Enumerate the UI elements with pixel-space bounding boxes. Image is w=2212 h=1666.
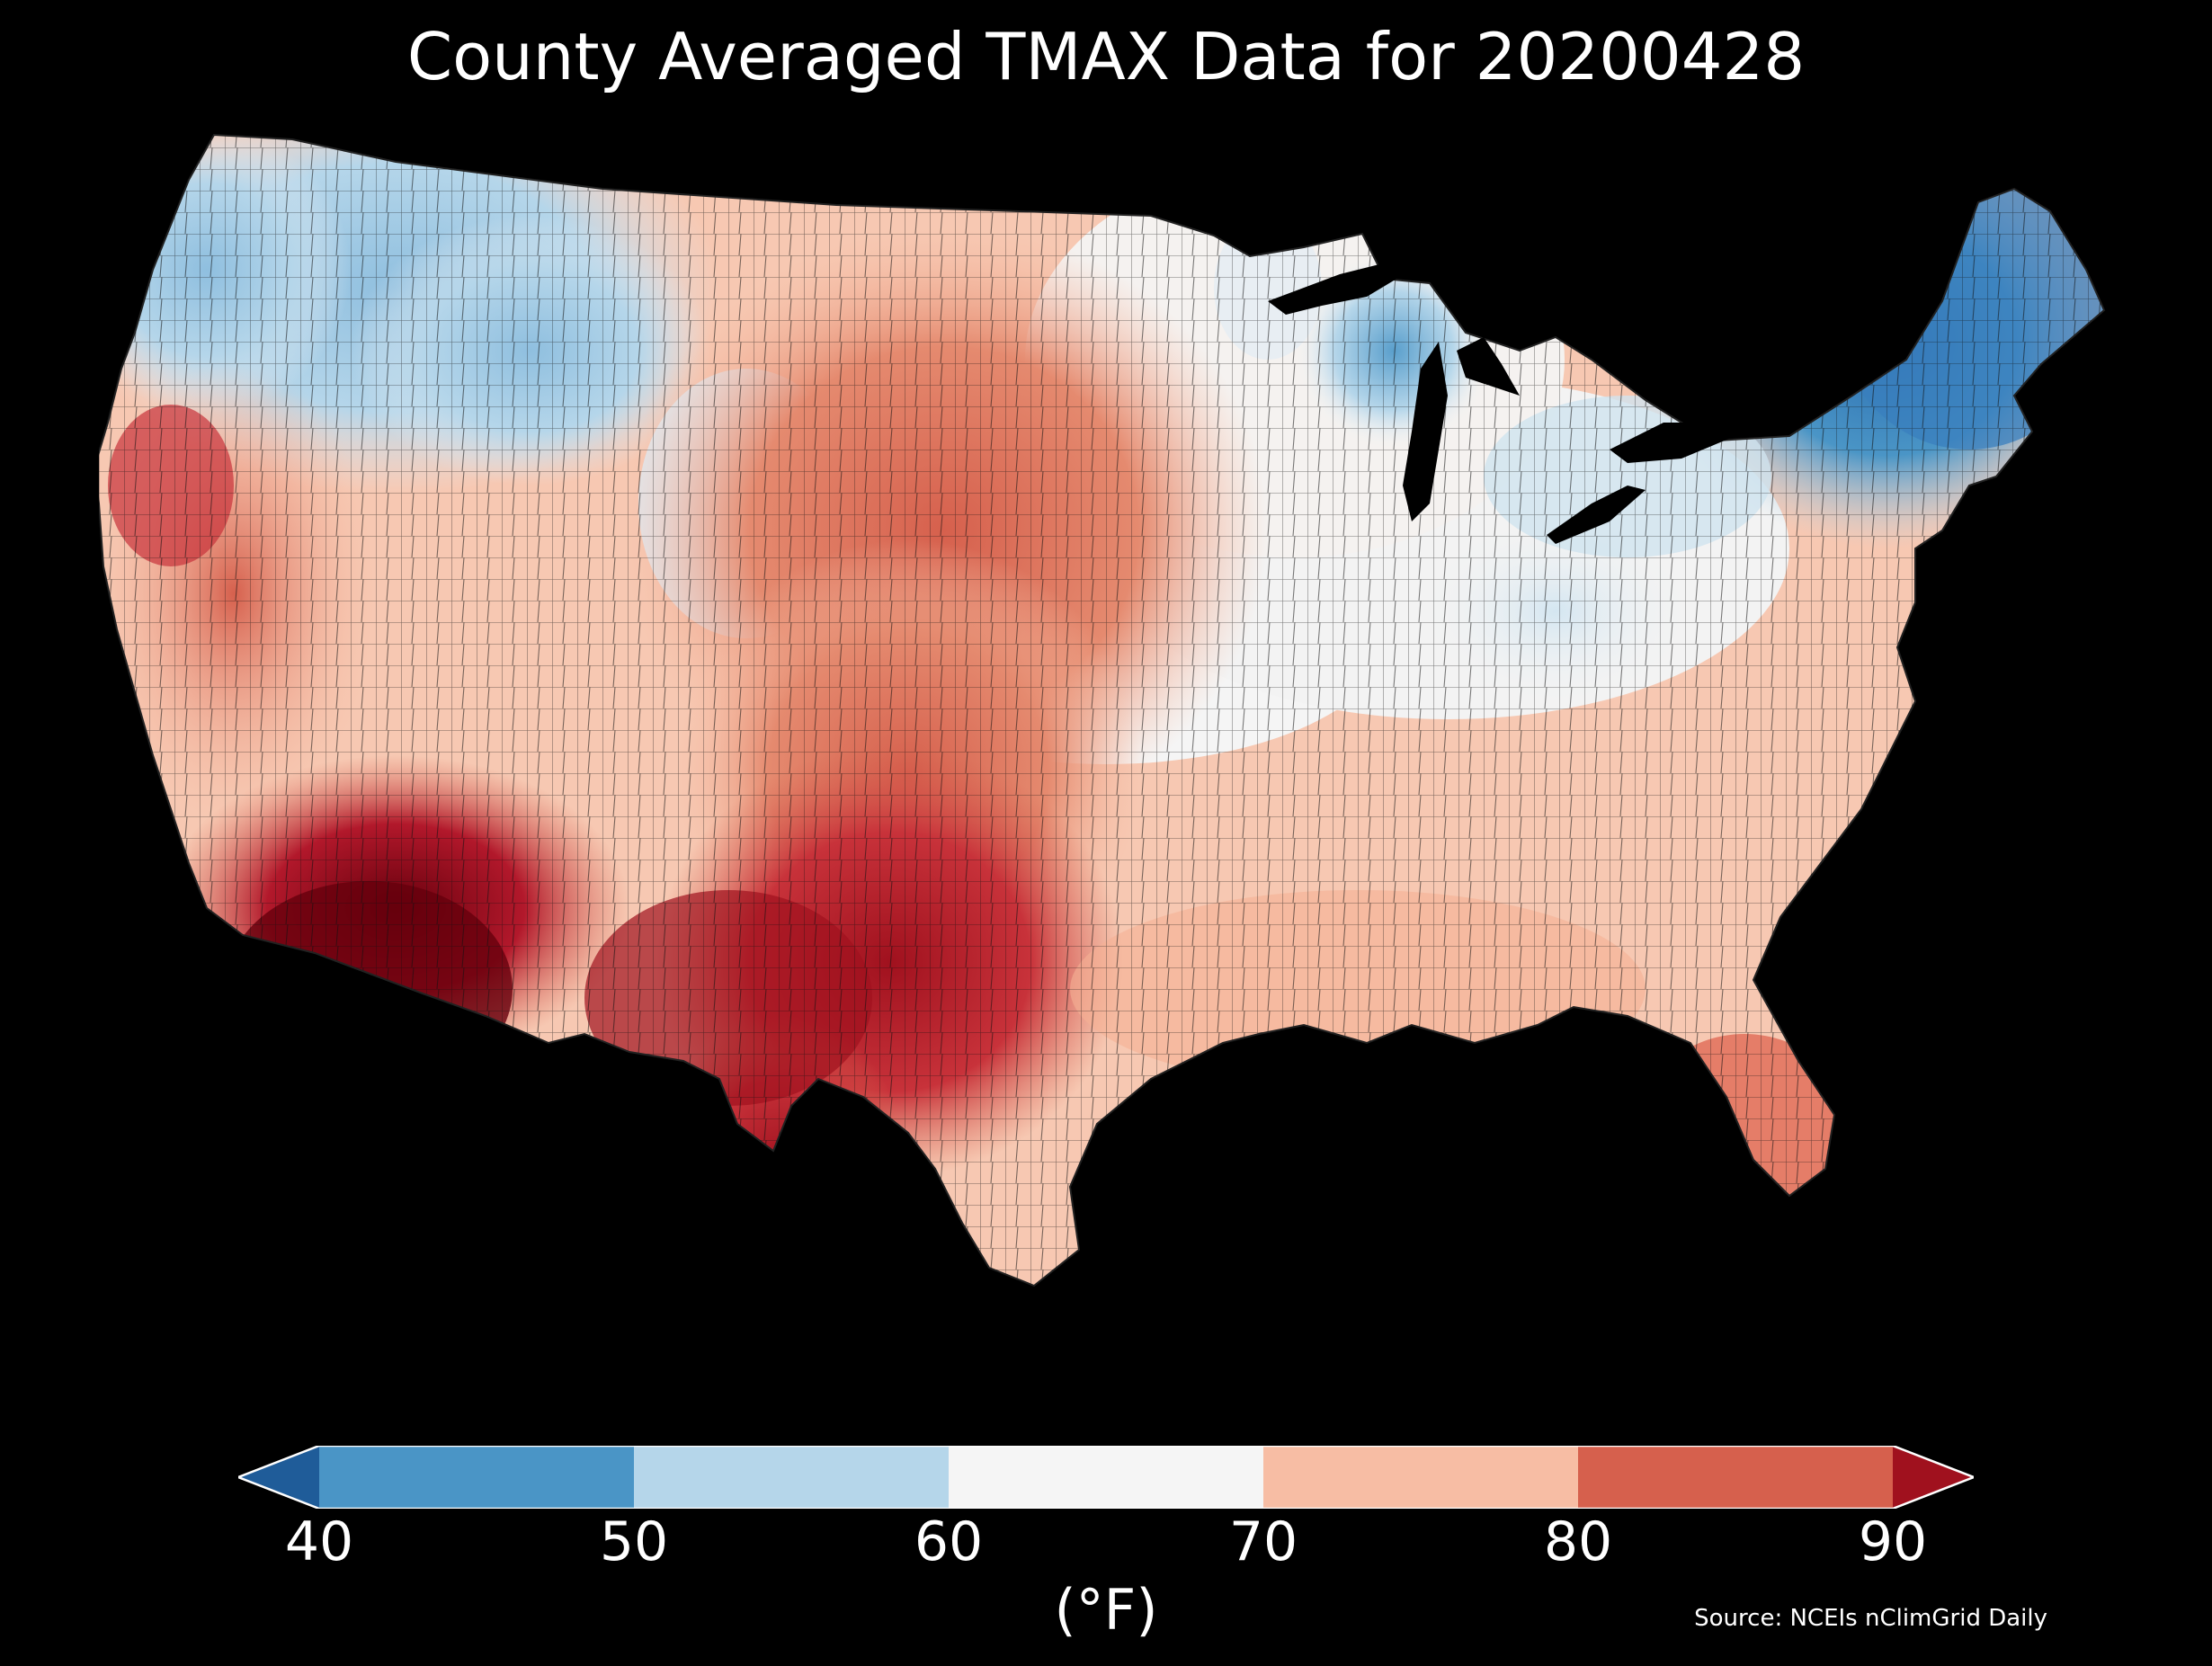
colorbar-bin <box>1263 1446 1579 1509</box>
colorbar-tick-label: 80 <box>1543 1510 1613 1573</box>
us-choropleth-map <box>99 126 2113 1385</box>
map-title: County Averaged TMAX Data for 20200428 <box>406 19 1806 94</box>
great-lakes <box>1268 261 1735 544</box>
colorbar <box>238 1446 1974 1509</box>
choropleth-fill <box>99 135 2104 1286</box>
colorbar-bin <box>319 1446 635 1509</box>
colorbar-tick-label: 90 <box>1858 1510 1928 1573</box>
colorbar-tick-label: 50 <box>599 1510 669 1573</box>
colorbar-bin-over <box>1893 1446 1974 1509</box>
colorbar-bin <box>634 1446 950 1509</box>
colorbar-bin <box>949 1446 1264 1509</box>
colorbar-unit-label: (°F) <box>1054 1577 1158 1643</box>
source-credit: Source: NCEIs nClimGrid Daily <box>1694 1605 2047 1632</box>
colorbar-tick-label: 60 <box>914 1510 984 1573</box>
colorbar-tick-label: 70 <box>1228 1510 1298 1573</box>
colorbar-bin-under <box>238 1446 319 1509</box>
colorbar-tick-label: 40 <box>284 1510 354 1573</box>
colorbar-bin <box>1578 1446 1894 1509</box>
